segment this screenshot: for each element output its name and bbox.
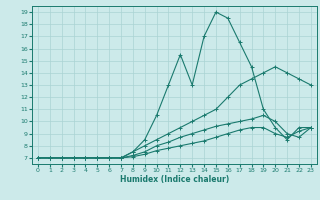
X-axis label: Humidex (Indice chaleur): Humidex (Indice chaleur) bbox=[120, 175, 229, 184]
